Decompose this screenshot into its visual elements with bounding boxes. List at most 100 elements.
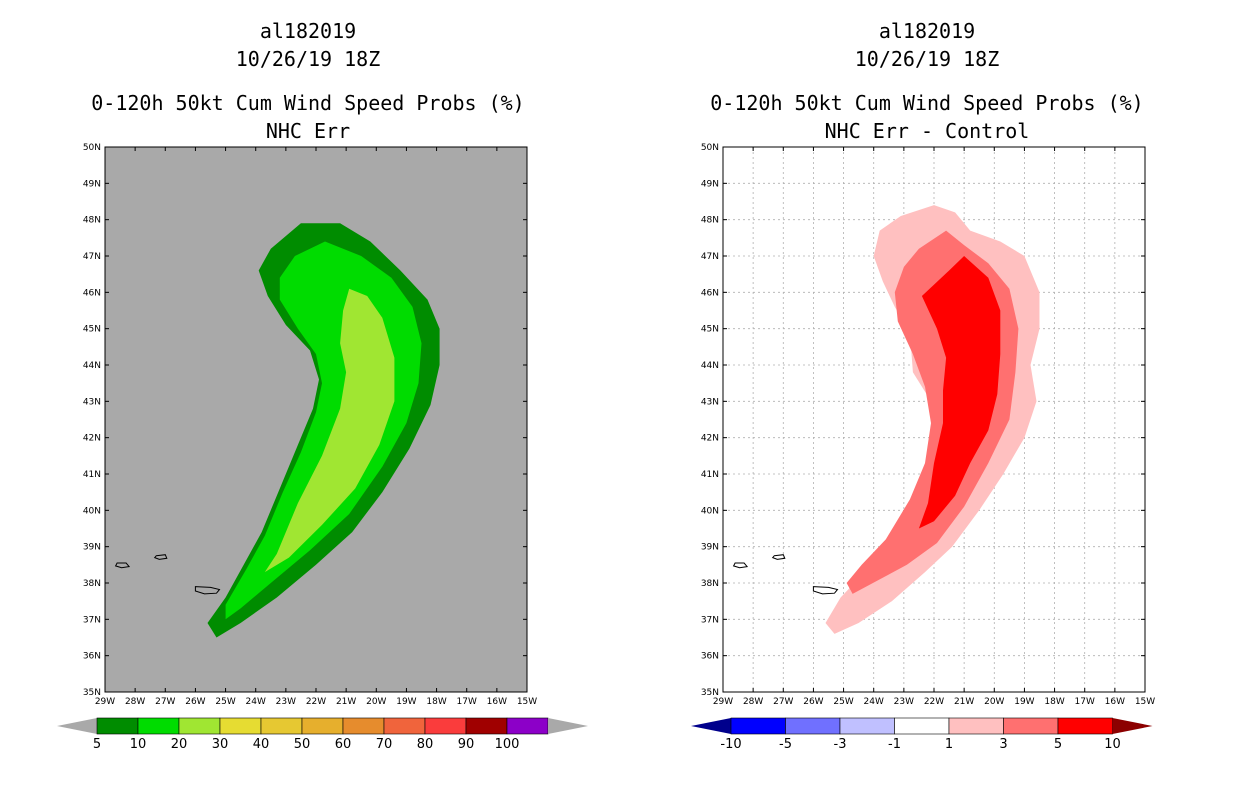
- lon-tick-label: 29W: [713, 697, 733, 707]
- colorbar-swatch: [1003, 717, 1059, 735]
- right-title: 0-120h 50kt Cum Wind Speed Probs (%): [710, 91, 1143, 115]
- right-colorbar: -10 -5 -3 -1 1 3 5 10: [691, 717, 1153, 752]
- colorbar-label: 80: [417, 737, 434, 752]
- colorbar-end-left: [57, 718, 97, 734]
- lon-tick-label: 19W: [1014, 697, 1034, 707]
- contour-level-20: [264, 288, 395, 573]
- island-flores: [732, 562, 749, 569]
- colorbar-swatch: [785, 717, 841, 735]
- lon-tick-label: 22W: [924, 697, 944, 707]
- lat-tick-label: 43N: [701, 397, 719, 407]
- lat-tick-label: 47N: [701, 252, 719, 262]
- left-subtitle: NHC Err: [266, 119, 350, 143]
- left-land: [114, 554, 221, 595]
- colorbar-label: -5: [779, 737, 792, 752]
- lat-tick-label: 43N: [83, 397, 101, 407]
- island-terceira: [194, 586, 221, 595]
- lat-tick-label: 36N: [83, 652, 101, 662]
- lon-tick-label: 18W: [426, 697, 446, 707]
- lat-tick-label: 38N: [83, 579, 101, 589]
- lon-tick-label: 20W: [984, 697, 1004, 707]
- lon-tick-label: 21W: [336, 697, 356, 707]
- right-datetime: 10/26/19 18Z: [855, 47, 1000, 71]
- colorbar-label: 60: [335, 737, 352, 752]
- colorbar-swatch: [948, 717, 1004, 735]
- lat-tick-label: 49N: [83, 179, 101, 189]
- lon-tick-label: 27W: [155, 697, 175, 707]
- lat-tick-label: 47N: [83, 252, 101, 262]
- colorbar-swatch: [1057, 717, 1113, 735]
- lat-tick-label: 35N: [83, 688, 101, 698]
- colorbar-label: 1: [945, 737, 953, 752]
- lat-tick-label: 48N: [701, 216, 719, 226]
- lon-tick-label: 28W: [743, 697, 763, 707]
- lat-tick-label: 35N: [701, 688, 719, 698]
- lon-tick-label: 16W: [1105, 697, 1125, 707]
- colorbar-end-right: [1112, 718, 1153, 734]
- colorbar-label: -10: [720, 737, 741, 752]
- left-title: 0-120h 50kt Cum Wind Speed Probs (%): [91, 91, 524, 115]
- colorbar-swatch: [301, 717, 344, 735]
- left-axis-ticks: 29W 28W 27W 26W 25W 24W 23W 22W 21W 20W 19W 18W 17W 1…: [83, 143, 537, 707]
- colorbar-swatch: [424, 717, 467, 735]
- colorbar-swatch: [506, 717, 549, 735]
- lon-tick-label: 23W: [894, 697, 914, 707]
- colorbar-label: 3: [999, 737, 1007, 752]
- lon-tick-label: 25W: [833, 697, 853, 707]
- left-datetime: 10/26/19 18Z: [236, 47, 381, 71]
- lat-tick-label: 45N: [83, 325, 101, 335]
- colorbar-swatch: [839, 717, 895, 735]
- colorbar-label: 100: [495, 737, 520, 752]
- lon-tick-label: 15W: [517, 697, 537, 707]
- lon-tick-label: 29W: [95, 697, 115, 707]
- lon-tick-label: 15W: [1135, 697, 1155, 707]
- lon-tick-label: 16W: [487, 697, 507, 707]
- lat-tick-label: 38N: [701, 579, 719, 589]
- lat-tick-label: 46N: [701, 288, 719, 298]
- colorbar-label: 5: [1054, 737, 1062, 752]
- lat-tick-label: 39N: [701, 543, 719, 553]
- lat-tick-label: 36N: [701, 652, 719, 662]
- colorbar-swatch: [894, 717, 950, 735]
- lat-tick-label: 42N: [701, 434, 719, 444]
- lon-tick-label: 22W: [306, 697, 326, 707]
- lat-tick-label: 37N: [701, 615, 719, 625]
- lon-tick-label: 24W: [246, 697, 266, 707]
- colorbar-swatch: [137, 717, 180, 735]
- island-graciosa: [153, 554, 168, 560]
- lon-tick-label: 24W: [864, 697, 884, 707]
- island-flores: [114, 562, 131, 569]
- lat-tick-label: 42N: [83, 434, 101, 444]
- colorbar-label: 50: [294, 737, 311, 752]
- left-colorbar: 5 10 20 30 40 50 60 70 80 90 100: [57, 717, 588, 752]
- colorbar-swatch: [383, 717, 426, 735]
- lat-tick-label: 41N: [701, 470, 719, 480]
- lon-tick-label: 20W: [366, 697, 386, 707]
- island-graciosa: [771, 554, 786, 560]
- colorbar-label: -3: [834, 737, 847, 752]
- colorbar-swatch: [465, 717, 508, 735]
- right-contours: [825, 205, 1040, 634]
- colorbar-swatch: [342, 717, 385, 735]
- right-subtitle: NHC Err - Control: [825, 119, 1030, 143]
- lat-tick-label: 37N: [83, 615, 101, 625]
- panel-right: al182019 10/26/19 18Z 0-120h 50kt Cum Wi…: [691, 19, 1155, 752]
- panel-left: al182019 10/26/19 18Z 0-120h 50kt Cum Wi…: [57, 19, 588, 752]
- lat-tick-label: 40N: [701, 506, 719, 516]
- right-storm-id: al182019: [879, 19, 975, 43]
- lat-tick-label: 50N: [701, 143, 719, 153]
- lon-tick-label: 27W: [773, 697, 793, 707]
- colorbar-swatch: [219, 717, 262, 735]
- colorbar-label: 10: [1104, 737, 1121, 752]
- colorbar-label: 20: [171, 737, 188, 752]
- lon-tick-label: 17W: [457, 697, 477, 707]
- colorbar-label: 10: [130, 737, 147, 752]
- lon-tick-label: 21W: [954, 697, 974, 707]
- lon-tick-label: 25W: [215, 697, 235, 707]
- lon-tick-label: 19W: [396, 697, 416, 707]
- lon-tick-label: 26W: [803, 697, 823, 707]
- island-terceira: [812, 586, 839, 595]
- lat-tick-label: 39N: [83, 543, 101, 553]
- colorbar-end-left: [691, 718, 731, 734]
- lon-tick-label: 17W: [1075, 697, 1095, 707]
